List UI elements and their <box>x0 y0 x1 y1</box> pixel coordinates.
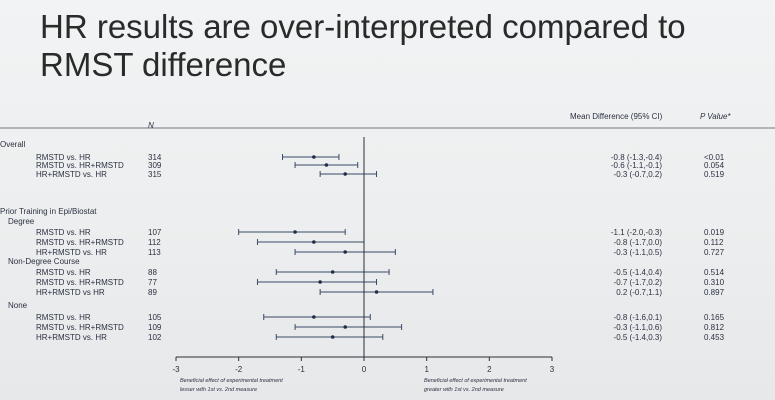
ci-text: -0.6 (-1.1,-0.1) <box>611 161 662 170</box>
p-value: 0.165 <box>704 313 725 322</box>
x-tick-label: -1 <box>298 365 306 374</box>
p-value: 0.519 <box>704 170 725 179</box>
ci-text: 0.2 (-0.7,1.1) <box>616 288 662 297</box>
ci-text: -1.1 (-2.0,-0.3) <box>611 228 662 237</box>
p-value: 0.897 <box>704 288 725 297</box>
ci-text: -0.8 (-1.3,-0.4) <box>611 153 662 162</box>
x-axis: -3 -2 -1 0 1 2 3 Beneficial effect of experimen… <box>172 137 555 393</box>
comparison-label: RMSTD vs. HR <box>36 313 91 322</box>
n-value: 315 <box>148 170 162 179</box>
point-estimate <box>312 315 316 319</box>
forest-row: HR+RMSTD vs. HR 102 -0.5 (-1.4,0.3) 0.453 <box>36 333 725 342</box>
n-value: 109 <box>148 323 162 332</box>
p-value: 0.054 <box>704 161 725 170</box>
ci-text: -0.8 (-1.7,0.0) <box>614 238 663 247</box>
point-estimate <box>312 240 316 244</box>
x-tick-label: -3 <box>172 365 180 374</box>
forest-rows: RMSTD vs. HR 314 -0.8 (-1.3,-0.4) <0.01RMST… <box>36 153 725 342</box>
comparison-label: RMSTD vs. HR <box>36 228 91 237</box>
forest-row: RMSTD vs. HR 105 -0.8 (-1.6,0.1) 0.165 <box>36 313 725 322</box>
group-label: Degree <box>8 217 35 226</box>
forest-row: RMSTD vs. HR+RMSTD 109 -0.3 (-1.1,0.6) 0.81… <box>36 323 725 332</box>
x-tick-label: -2 <box>235 365 243 374</box>
group-label: Prior Training in Epi/Biostat <box>0 207 97 216</box>
point-estimate <box>293 230 297 234</box>
n-value: 309 <box>148 161 162 170</box>
point-estimate <box>343 250 348 254</box>
p-value: 0.812 <box>704 323 725 332</box>
comparison-label: RMSTD vs. HR <box>36 268 91 277</box>
forest-row: RMSTD vs. HR+RMSTD 77 -0.7 (-1.7,0.2) 0.310 <box>36 278 725 287</box>
p-value: 0.453 <box>704 333 725 342</box>
comparison-label: RMSTD vs. HR+RMSTD <box>36 238 124 247</box>
p-value: 0.019 <box>704 228 725 237</box>
ci-text: -0.3 (-1.1,0.6) <box>614 323 663 332</box>
forest-row: HR+RMSTD vs. HR 113 -0.3 (-1.1,0.5) 0.727 <box>36 248 725 257</box>
comparison-label: RMSTD vs. HR+RMSTD <box>36 278 124 287</box>
comparison-label: HR+RMSTD vs. HR <box>36 248 107 257</box>
comparison-label: RMSTD vs. HR+RMSTD <box>36 323 124 332</box>
ci-text: -0.8 (-1.6,0.1) <box>614 313 663 322</box>
n-column-header: N <box>148 121 154 130</box>
x-tick-label: 2 <box>487 365 492 374</box>
x-tick-label: 3 <box>550 365 555 374</box>
ci-text: -0.3 (-0.7,0.2) <box>614 170 663 179</box>
n-value: 112 <box>148 238 161 247</box>
comparison-label: HR+RMSTD vs. HR <box>36 333 107 342</box>
n-value: 113 <box>148 248 161 257</box>
point-estimate <box>312 155 316 159</box>
p-value: 0.310 <box>704 278 725 287</box>
ci-text: -0.5 (-1.4,0.4) <box>614 268 663 277</box>
n-value: 105 <box>148 313 162 322</box>
right-caption: greater with 1st vs. 2nd measure <box>424 387 504 393</box>
forest-row: RMSTD vs. HR 107 -1.1 (-2.0,-0.3) 0.019 <box>36 228 725 237</box>
ci-text: -0.5 (-1.4,0.3) <box>614 333 663 342</box>
p-value: 0.112 <box>704 238 724 247</box>
point-estimate <box>374 290 379 294</box>
p-value: 0.514 <box>704 268 725 277</box>
row-group-labels: Overall Prior Training in Epi/BiostatDegr… <box>0 140 97 310</box>
n-value: 314 <box>148 153 162 162</box>
x-tick-label: 1 <box>424 365 429 374</box>
group-label: None <box>8 301 28 310</box>
comparison-label: HR+RMSTD vs HR <box>36 288 105 297</box>
slide-title-line-2: RMST difference <box>40 46 287 83</box>
p-value: 0.727 <box>704 248 725 257</box>
n-value: 88 <box>148 268 157 277</box>
p-value-header: P Value* <box>700 112 731 121</box>
point-estimate <box>330 270 335 274</box>
group-label: Non-Degree Course <box>8 257 80 266</box>
ci-text: -0.7 (-1.7,0.2) <box>614 278 663 287</box>
comparison-label: RMSTD vs. HR <box>36 153 91 162</box>
forest-row: HR+RMSTD vs. HR 315 -0.3 (-0.7,0.2) 0.519 <box>36 170 725 179</box>
forest-row: RMSTD vs. HR+RMSTD 309 -0.6 (-1.1,-0.1) 0.0… <box>36 161 725 170</box>
p-value: <0.01 <box>704 153 725 162</box>
point-estimate <box>343 172 348 176</box>
group-label: Overall <box>0 140 26 149</box>
n-value: 107 <box>148 228 162 237</box>
left-caption: Beneficial effect of experimental treatm… <box>180 378 283 384</box>
forest-row: HR+RMSTD vs HR 89 0.2 (-0.7,1.1) 0.897 <box>36 288 725 297</box>
x-tick-label: 0 <box>362 365 367 374</box>
left-caption: lesser with 1st vs. 2nd measure <box>180 387 257 393</box>
point-estimate <box>318 280 322 284</box>
slide-title: HR results are over-interpreted compared… <box>40 8 686 84</box>
slide-title-line-1: HR results are over-interpreted compared… <box>40 8 686 45</box>
ci-text: -0.3 (-1.1,0.5) <box>614 248 663 257</box>
point-estimate <box>324 163 329 167</box>
n-value: 77 <box>148 278 157 287</box>
point-estimate <box>343 325 348 329</box>
n-value: 102 <box>148 333 162 342</box>
forest-row: RMSTD vs. HR 314 -0.8 (-1.3,-0.4) <0.01 <box>36 153 725 162</box>
comparison-label: HR+RMSTD vs. HR <box>36 170 107 179</box>
point-estimate <box>330 335 335 339</box>
right-caption: Beneficial effect of experimental treatm… <box>424 378 527 384</box>
forest-row: RMSTD vs. HR+RMSTD 112 -0.8 (-1.7,0.0) 0.11… <box>36 238 724 247</box>
n-value: 89 <box>148 288 157 297</box>
comparison-label: RMSTD vs. HR+RMSTD <box>36 161 124 170</box>
mean-difference-header: Mean Difference (95% CI) <box>570 112 663 121</box>
forest-row: RMSTD vs. HR 88 -0.5 (-1.4,0.4) 0.514 <box>36 268 725 277</box>
